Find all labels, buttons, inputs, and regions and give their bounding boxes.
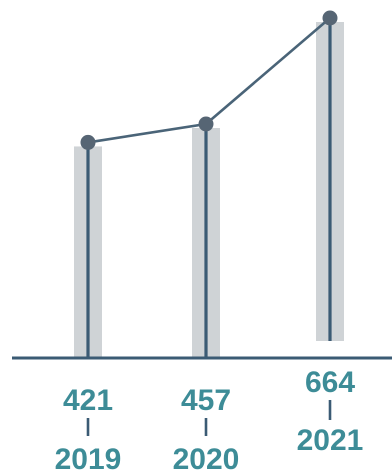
labels-layer: 421 2019 457 2020 664 2021 xyxy=(55,366,364,474)
tick-label-2020: 2020 xyxy=(173,443,240,474)
line-layer xyxy=(80,10,338,150)
data-label-2020: 457 xyxy=(181,384,231,417)
data-label-2021: 664 xyxy=(305,366,355,399)
tick-label-2021: 2021 xyxy=(297,424,364,457)
bars-layer xyxy=(74,18,344,358)
data-label-2019: 421 xyxy=(63,384,113,417)
marker-2020 xyxy=(198,116,214,132)
marker-2019 xyxy=(80,134,96,150)
marker-2021 xyxy=(322,10,338,26)
tick-label-2019: 2019 xyxy=(55,443,122,474)
